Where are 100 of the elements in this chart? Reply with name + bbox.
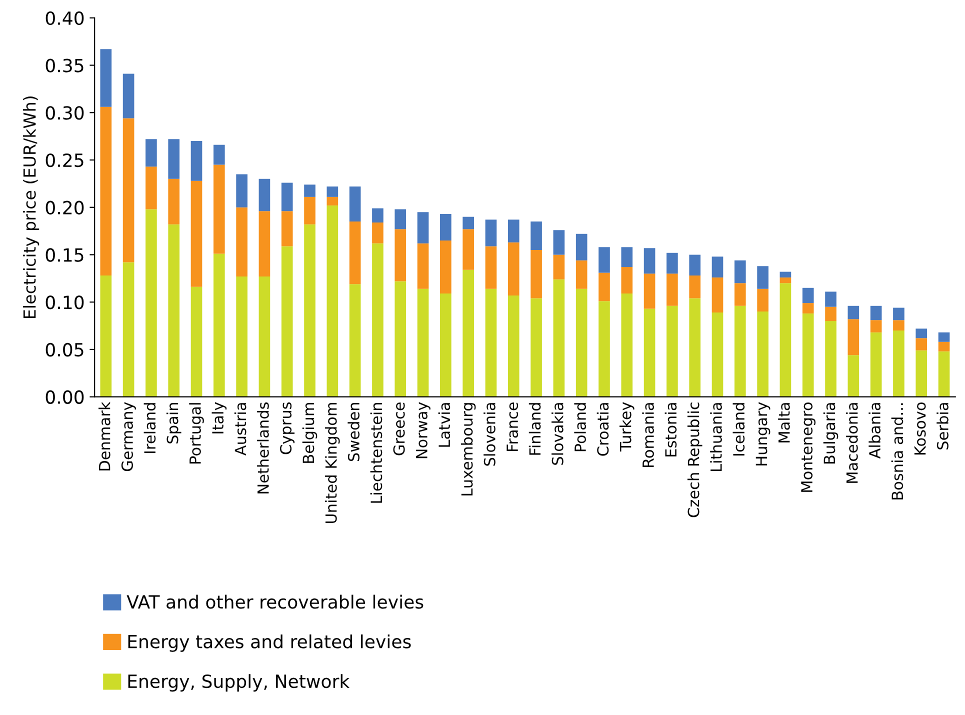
bar <box>146 166 157 210</box>
bar <box>530 222 542 250</box>
x-tick-label: Bosnia and... <box>891 403 904 500</box>
x-tick-label: Norway <box>416 402 430 458</box>
bar <box>530 298 542 397</box>
bar <box>122 118 134 262</box>
bar <box>258 276 270 397</box>
bar <box>848 355 860 397</box>
bar <box>553 279 565 397</box>
bar <box>916 338 928 350</box>
bar <box>712 312 724 397</box>
bar <box>236 174 248 208</box>
bar <box>304 224 316 397</box>
bar <box>621 294 633 397</box>
x-tick-label: Montenegro <box>801 402 816 492</box>
bar <box>938 332 950 342</box>
bar <box>146 209 157 397</box>
bar <box>712 277 724 313</box>
bar <box>621 267 633 294</box>
bar <box>281 246 293 397</box>
bar <box>417 212 429 244</box>
bar <box>621 247 633 268</box>
bar <box>848 306 860 320</box>
bar <box>734 260 746 284</box>
bar <box>440 294 452 397</box>
bar <box>576 288 588 397</box>
bar <box>213 144 225 165</box>
bar <box>100 49 112 107</box>
x-tick-label: Liechtenstein <box>370 402 382 503</box>
x-tick-label: Finland <box>528 403 541 455</box>
bar <box>893 308 904 320</box>
bar <box>598 272 610 302</box>
x-tick-label: Latvia <box>438 403 450 447</box>
x-tick-label: Estonia <box>664 403 677 456</box>
x-tick-label: Germany <box>121 402 136 472</box>
x-tick-label: Malta <box>778 403 790 442</box>
bar <box>825 306 836 322</box>
bar <box>485 246 497 289</box>
x-tick-label: Sweden <box>348 402 360 462</box>
y-tick-label: 0.05 <box>46 342 84 357</box>
bar <box>146 139 157 167</box>
bar <box>440 214 452 241</box>
x-tick-label: United Kingdom <box>325 402 340 523</box>
y-tick-label: 0.35 <box>46 58 84 72</box>
bar <box>666 274 678 306</box>
bar <box>644 248 656 274</box>
bar <box>893 330 904 397</box>
bar <box>394 281 406 397</box>
x-tick-label: Hungary <box>756 402 770 466</box>
bar <box>349 222 361 284</box>
x-tick-label: Ireland <box>144 403 156 454</box>
x-tick-label: Spain <box>166 402 182 444</box>
bar <box>734 283 746 306</box>
bar <box>666 306 678 397</box>
x-tick-label: Macedonia <box>846 403 858 483</box>
bar <box>462 270 474 397</box>
bar <box>168 178 180 224</box>
x-tick-label: Italy <box>212 402 227 434</box>
bar <box>576 260 588 289</box>
bar <box>394 209 406 230</box>
bar <box>326 186 338 197</box>
bar <box>394 229 406 282</box>
bar <box>190 180 202 287</box>
bar <box>757 266 768 289</box>
bar <box>780 283 792 397</box>
x-tick-label: Belgium <box>302 402 318 463</box>
x-tick-label: Slovenia <box>484 403 496 466</box>
bar <box>870 320 882 332</box>
x-tick-label: Poland <box>574 403 586 452</box>
bar <box>576 234 588 260</box>
bar <box>281 211 293 246</box>
bar <box>553 230 565 255</box>
bar <box>440 240 452 294</box>
bar <box>326 196 338 206</box>
x-tick-label: Luxembourg <box>460 403 476 496</box>
bar <box>349 284 361 397</box>
bar <box>258 211 270 277</box>
y-tick-label: 0.40 <box>46 11 84 25</box>
bar <box>598 301 610 397</box>
bar <box>213 164 225 254</box>
bar <box>485 220 497 246</box>
bar <box>372 222 384 244</box>
x-tick-label: Cyprus <box>280 402 295 454</box>
bar <box>689 298 701 397</box>
bar <box>462 229 474 270</box>
x-tick-label: France <box>506 402 518 451</box>
bar <box>780 272 792 278</box>
bar <box>462 216 474 230</box>
x-tick-label: Albania <box>868 403 880 459</box>
bar <box>236 207 248 277</box>
legend-label: VAT and other recoverable levies <box>126 594 424 609</box>
bar <box>281 182 293 212</box>
bar <box>372 243 384 397</box>
x-tick-label: Czech Republic <box>687 402 702 518</box>
x-tick-label: Bulgaria <box>823 403 838 464</box>
bar <box>304 196 316 224</box>
bar <box>893 320 904 331</box>
bar <box>236 276 248 397</box>
bar <box>190 286 202 397</box>
bar <box>372 208 384 223</box>
